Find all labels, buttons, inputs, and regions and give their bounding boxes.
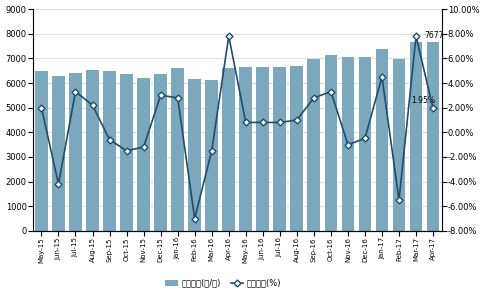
Bar: [307, 59, 319, 231]
Bar: [120, 74, 133, 231]
Bar: [137, 78, 150, 231]
Bar: [273, 67, 286, 231]
Bar: [375, 50, 388, 231]
Bar: [324, 55, 336, 231]
Bar: [52, 76, 65, 231]
Bar: [222, 68, 235, 231]
Bar: [205, 80, 218, 231]
Bar: [341, 57, 354, 231]
Bar: [392, 59, 405, 231]
Bar: [86, 71, 99, 231]
Bar: [409, 42, 422, 231]
Text: 1.95%: 1.95%: [410, 96, 434, 105]
Bar: [290, 66, 302, 231]
Bar: [69, 73, 82, 231]
Bar: [188, 78, 201, 231]
Bar: [256, 67, 269, 231]
Bar: [154, 74, 166, 231]
Bar: [358, 57, 371, 231]
Bar: [171, 68, 183, 231]
Text: 7677: 7677: [424, 32, 443, 40]
Bar: [239, 67, 252, 231]
Bar: [35, 71, 48, 231]
Bar: [103, 71, 116, 231]
Bar: [426, 42, 439, 231]
Legend: 平均房价(元/㎡), 环比增长(%): 平均房价(元/㎡), 环比增长(%): [162, 275, 284, 291]
